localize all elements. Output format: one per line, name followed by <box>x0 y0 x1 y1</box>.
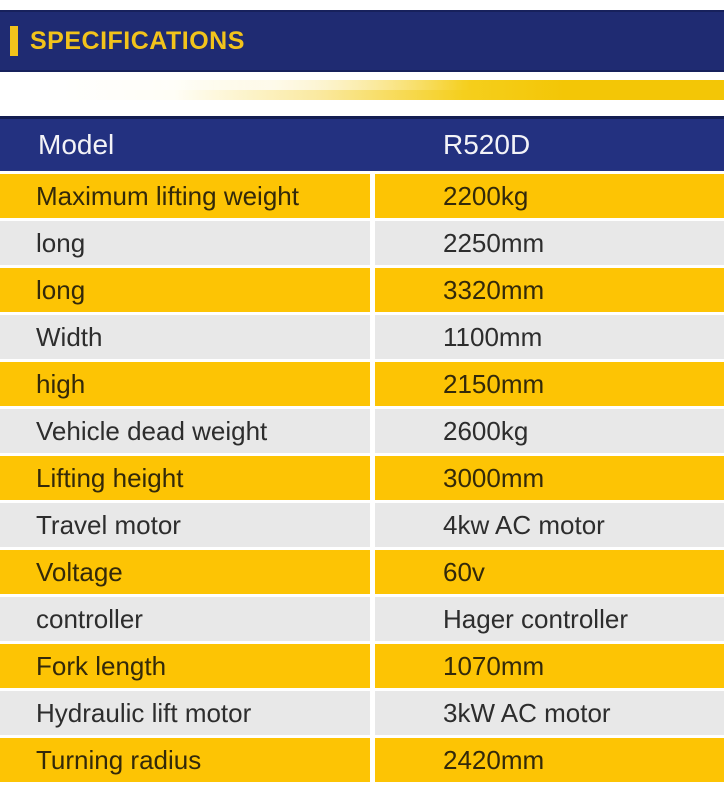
spec-value: 4kw AC motor <box>375 503 724 547</box>
spec-value: 60v <box>375 550 724 594</box>
spec-value: Hager controller <box>375 597 724 641</box>
spec-label: long <box>0 221 370 265</box>
table-row: Travel motor 4kw AC motor <box>0 503 724 547</box>
table-row: long 3320mm <box>0 268 724 312</box>
table-row: Voltage 60v <box>0 550 724 594</box>
table-row: high 2150mm <box>0 362 724 406</box>
spec-value: 1100mm <box>375 315 724 359</box>
spec-label: Lifting height <box>0 456 370 500</box>
spec-value: 2250mm <box>375 221 724 265</box>
column-header-variant: R520D <box>443 129 531 160</box>
table-body: Maximum lifting weight 2200kg long 2250m… <box>0 174 724 782</box>
table-row: long 2250mm <box>0 221 724 265</box>
spec-label: Travel motor <box>0 503 370 547</box>
accent-bar-icon <box>10 26 18 56</box>
table-row: controller Hager controller <box>0 597 724 641</box>
spec-value: 3000mm <box>375 456 724 500</box>
spec-table: Model R520D Maximum lifting weight 2200k… <box>0 116 724 782</box>
spec-label: high <box>0 362 370 406</box>
spec-value: 2600kg <box>375 409 724 453</box>
spec-label: Maximum lifting weight <box>0 174 370 218</box>
table-row: Hydraulic lift motor 3kW AC motor <box>0 691 724 735</box>
spec-label: controller <box>0 597 370 641</box>
table-row: Maximum lifting weight 2200kg <box>0 174 724 218</box>
spec-label: Voltage <box>0 550 370 594</box>
gradient-divider-stripe <box>0 80 724 100</box>
table-header-row: Model R520D <box>0 116 724 171</box>
section-title: SPECIFICATIONS <box>30 26 245 55</box>
table-row: Width 1100mm <box>0 315 724 359</box>
spec-label: Vehicle dead weight <box>0 409 370 453</box>
spec-value: 3320mm <box>375 268 724 312</box>
column-header-model: Model <box>38 129 115 160</box>
spec-label: Turning radius <box>0 738 370 782</box>
spec-label: Width <box>0 315 370 359</box>
spec-value: 2150mm <box>375 362 724 406</box>
spec-value: 1070mm <box>375 644 724 688</box>
table-row: Turning radius 2420mm <box>0 738 724 782</box>
spec-label: long <box>0 268 370 312</box>
spec-value: 2420mm <box>375 738 724 782</box>
spec-value: 2200kg <box>375 174 724 218</box>
table-row: Lifting height 3000mm <box>0 456 724 500</box>
table-row: Vehicle dead weight 2600kg <box>0 409 724 453</box>
spec-value: 3kW AC motor <box>375 691 724 735</box>
spec-label: Fork length <box>0 644 370 688</box>
spec-label: Hydraulic lift motor <box>0 691 370 735</box>
table-row: Fork length 1070mm <box>0 644 724 688</box>
section-header: SPECIFICATIONS <box>0 10 724 72</box>
